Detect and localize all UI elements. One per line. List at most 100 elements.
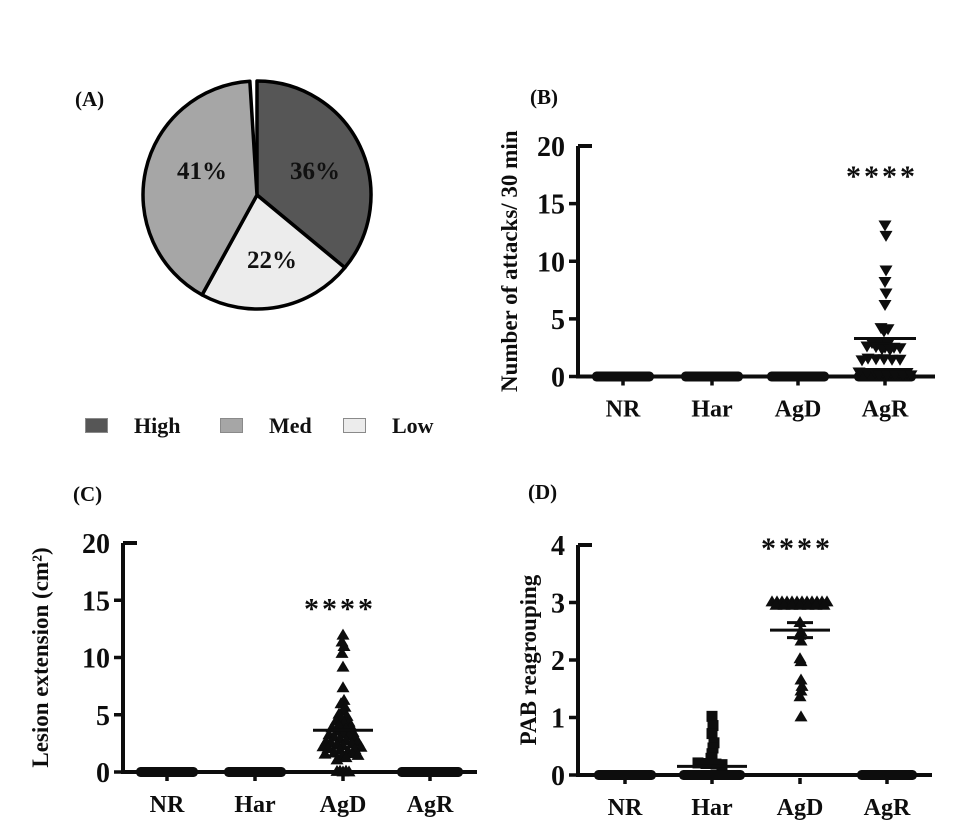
legend-item-low: Low [343,413,434,438]
data-point-agd [330,764,344,776]
panel-c-label: (C) [73,482,103,506]
x-category-label-nr: NR [608,795,643,821]
data-point-agd [336,660,350,672]
data-point-agr [877,326,891,338]
y-tick-label: 1 [551,704,565,735]
y-tick-label: 20 [537,132,565,163]
data-point-agr [896,370,910,382]
data-point-agr [878,300,892,312]
data-point-agd [336,628,350,640]
data-point-agd [794,655,808,667]
data-point-agr [904,370,918,382]
panel-a-label: (A) [75,87,105,111]
y-tick-label: 4 [551,531,565,562]
legend-swatch-low [343,418,366,433]
y-tick-label: 2 [551,646,565,677]
data-point-agd [330,753,344,765]
legend-swatch-med [220,418,243,433]
data-point-agr [878,220,892,232]
data-point-agr [879,265,893,277]
data-point-har [700,758,712,769]
y-tick-label: 20 [82,529,110,560]
data-point-agd [817,598,831,610]
y-tick-label: 0 [96,758,110,789]
y-tick-label: 5 [551,305,565,336]
zero-cluster-bar-agr [857,770,917,780]
legend-item-high: High [85,413,181,438]
data-point-agd [318,747,332,759]
data-point-agr [883,344,897,356]
y-tick-label: 5 [96,701,110,732]
y-tick-label: 15 [537,190,565,221]
data-point-agd [795,679,809,691]
data-point-agd [335,646,349,658]
data-point-agr [893,354,907,366]
data-point-agr [879,288,893,300]
panel-d-label: (D) [528,480,558,504]
legend-label-low: Low [392,413,434,438]
scatter-panel-c: 0 5 10 15 20 Lesion extension (cm²) NR Har AgD Ag… [28,529,477,818]
zero-cluster-bar-nr [594,770,656,780]
data-point-agr [879,230,893,242]
x-category-label-agd: AgD [777,795,824,821]
x-category-label-nr: NR [606,397,641,423]
scatter-panel-d: 0 1 2 3 4 PAB reagrouping NR Har AgD AgR **** [516,531,932,821]
pie-slice-value-high: 36% [290,158,340,185]
data-point-har [706,710,718,722]
x-category-label-har: Har [691,397,733,423]
y-axis-title: Number of attacks/ 30 min [497,130,522,392]
data-point-agr [880,370,894,382]
data-point-har [710,758,722,770]
pie-slice-value-low: 22% [247,247,297,274]
x-category-label-agr: AgR [864,795,911,821]
data-point-agd [342,765,356,777]
pie-chart [141,79,373,311]
y-tick-label: 0 [551,761,565,792]
zero-cluster-bar-har [679,770,745,780]
data-point-agd [793,690,807,702]
data-point-agd [794,710,808,722]
data-point-har [707,720,719,732]
zero-cluster-bar-agd [767,371,829,382]
pie-slice-high [255,79,373,270]
x-category-label-agr: AgR [862,397,909,423]
data-point-agd [794,673,808,685]
x-category-label-agd: AgD [775,397,822,423]
data-point-agd [794,684,808,696]
data-point-agr [893,343,907,355]
data-point-agd [337,640,351,652]
scatter-panel-b: 0 5 10 15 20 Number of attacks/ 30 min NR Har Ag… [497,130,935,423]
data-point-har [707,742,719,754]
data-point-agd [351,748,365,760]
zero-cluster-bar-nr [136,767,198,777]
x-category-label-nr: NR [150,792,185,818]
data-point-agd [336,681,350,693]
data-point-agd [339,751,353,763]
significance-stars: **** [761,532,833,565]
pie-slice-low [200,193,347,311]
data-point-har [692,757,704,769]
legend-swatch-high [85,418,108,433]
y-tick-label: 0 [551,363,565,394]
significance-stars: **** [846,160,918,193]
pie-slice-value-med: 41% [177,158,227,185]
y-tick-label: 10 [82,644,110,675]
legend-item-med: Med [220,415,312,437]
zero-cluster-bar-nr [592,371,654,382]
pie-legend: High Med Low [80,404,440,438]
panel-b-label: (B) [530,85,558,109]
data-point-har [706,728,718,740]
data-point-har [716,759,728,771]
data-point-agr [860,341,874,353]
y-axis-title: Lesion extension (cm²) [28,547,53,767]
y-axis-title: PAB reagrouping [516,574,541,745]
y-tick-label: 3 [551,589,565,620]
x-category-label-agr: AgR [407,792,454,818]
x-category-label-har: Har [691,795,733,821]
legend-label-high: High [134,413,181,438]
y-tick-label: 15 [82,586,110,617]
data-point-agd [794,634,808,646]
zero-cluster-bar-agr [397,767,463,777]
data-point-agr [878,276,892,288]
